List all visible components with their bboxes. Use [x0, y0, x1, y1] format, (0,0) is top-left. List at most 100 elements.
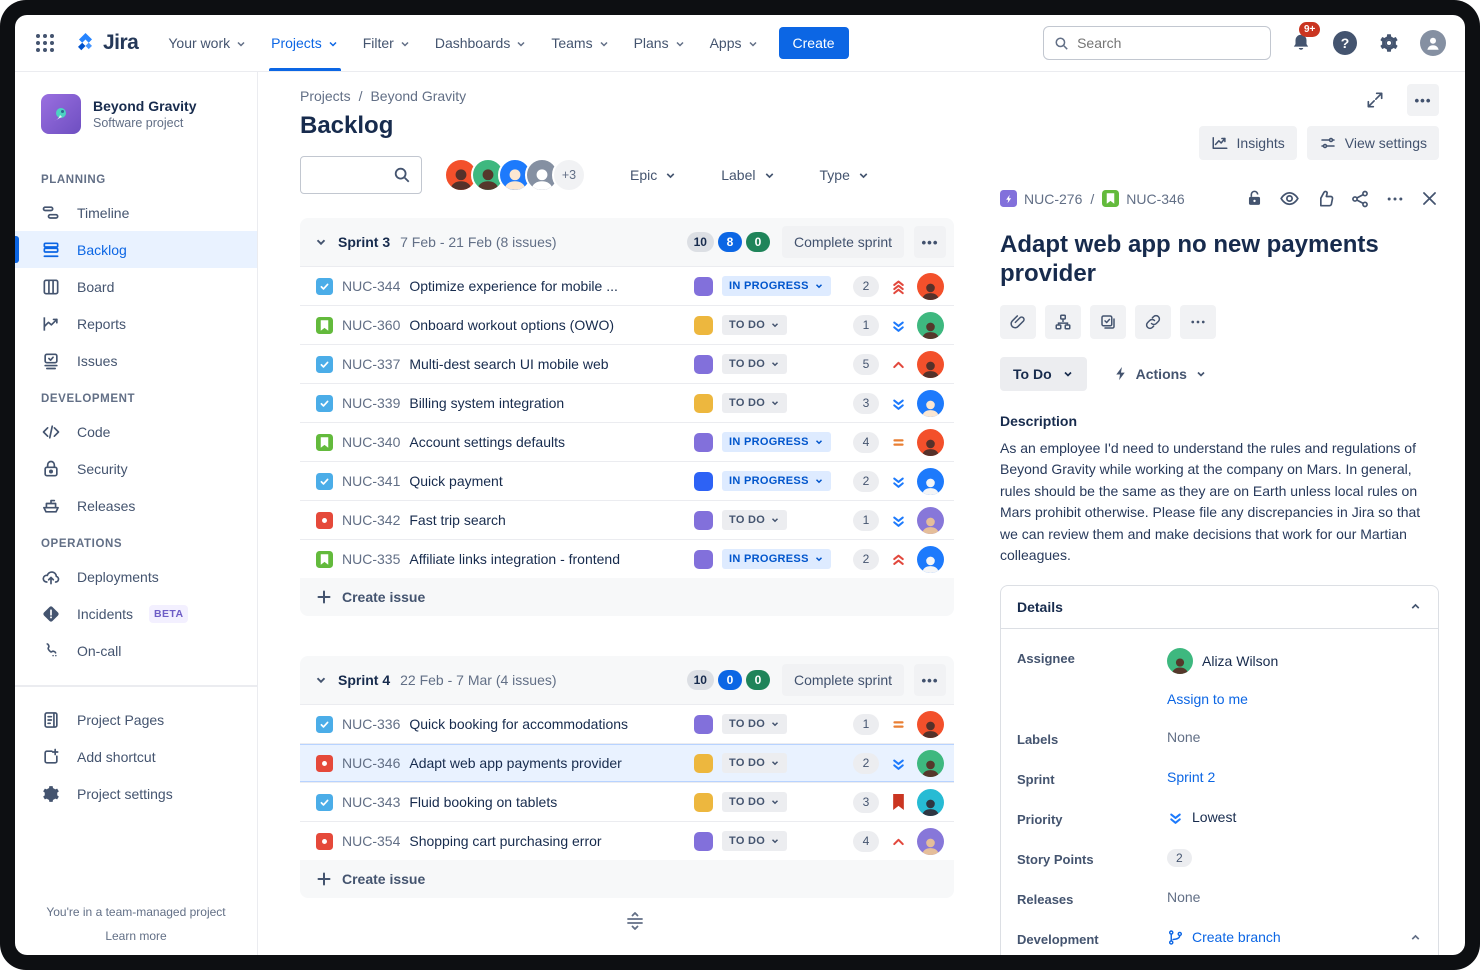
attach-icon[interactable]	[1000, 304, 1036, 339]
assignee-avatar[interactable]	[917, 311, 944, 339]
status-dropdown[interactable]: TO DO	[722, 753, 788, 773]
nav-plans[interactable]: Plans	[622, 15, 698, 71]
priority-value[interactable]: Lowest	[1167, 809, 1422, 826]
complete-sprint-button[interactable]: Complete sprint	[781, 226, 904, 258]
status-dropdown[interactable]: TO DO	[722, 714, 788, 734]
close-icon[interactable]	[1420, 189, 1439, 208]
sidebar-item-code[interactable]: Code	[15, 413, 257, 450]
assignee-avatar[interactable]	[917, 389, 944, 417]
issue-row[interactable]: NUC-336 Quick booking for accommodations…	[300, 704, 954, 743]
issue-row[interactable]: NUC-341 Quick payment IN PROGRESS 2	[300, 461, 954, 500]
sprint-name[interactable]: Sprint 3	[338, 234, 391, 250]
breadcrumb-project-name[interactable]: Beyond Gravity	[370, 88, 467, 104]
expand-icon[interactable]	[1359, 84, 1391, 116]
learn-more-link[interactable]: Learn more	[105, 929, 167, 943]
epic-color-chip[interactable]	[694, 714, 713, 734]
status-dropdown[interactable]: TO DO	[722, 792, 788, 812]
global-search[interactable]	[1043, 26, 1271, 60]
watch-eye-icon[interactable]	[1279, 188, 1300, 209]
epic-color-chip[interactable]	[694, 393, 713, 413]
collapse-chevron-icon[interactable]	[314, 673, 328, 687]
assignee-avatar[interactable]	[917, 428, 944, 456]
app-switcher-icon[interactable]	[29, 27, 61, 59]
details-header[interactable]: Details	[1001, 586, 1438, 629]
nav-teams[interactable]: Teams	[539, 15, 621, 71]
issue-row[interactable]: NUC-354 Shopping cart purchasing error T…	[300, 821, 954, 860]
assignee-avatar[interactable]	[917, 545, 944, 573]
sidebar-item-releases[interactable]: Releases	[15, 487, 257, 524]
sidebar-item-project-pages[interactable]: Project Pages	[15, 701, 257, 738]
page-more-button[interactable]: •••	[1407, 84, 1439, 116]
create-issue-button[interactable]: Create issue	[300, 578, 954, 616]
notifications-bell-icon[interactable]: 9+	[1287, 22, 1321, 57]
help-icon[interactable]: ?	[1331, 29, 1359, 57]
assignee-avatar-stack[interactable]: +3	[444, 158, 586, 192]
issue-row[interactable]: NUC-335 Affiliate links integration - fr…	[300, 539, 954, 578]
status-dropdown[interactable]: IN PROGRESS	[722, 549, 831, 569]
search-input[interactable]	[1077, 35, 1260, 51]
complete-sprint-button[interactable]: Complete sprint	[781, 664, 904, 696]
status-dropdown[interactable]: TO DO	[722, 831, 788, 851]
backlog-search[interactable]	[300, 156, 422, 194]
sprint-more-button[interactable]: •••	[914, 226, 946, 258]
epic-color-chip[interactable]	[694, 549, 713, 569]
issue-row[interactable]: NUC-360 Onboard workout options (OWO) TO…	[300, 305, 954, 344]
more-actions-icon[interactable]	[1180, 304, 1216, 339]
description-text[interactable]: As an employee I'd need to understand th…	[1000, 439, 1421, 564]
issue-row[interactable]: NUC-342 Fast trip search TO DO 1	[300, 500, 954, 539]
issue-row[interactable]: NUC-339 Billing system integration TO DO…	[300, 383, 954, 422]
releases-value[interactable]: None	[1167, 888, 1201, 905]
status-dropdown[interactable]: TO DO	[722, 354, 788, 374]
actions-dropdown[interactable]: Actions	[1113, 366, 1207, 382]
breadcrumb-projects[interactable]: Projects	[300, 88, 351, 104]
sidebar-item-issues[interactable]: Issues	[15, 342, 257, 379]
epic-color-chip[interactable]	[694, 792, 713, 812]
collapse-chevron-icon[interactable]	[314, 235, 328, 249]
sidebar-item-security[interactable]: Security	[15, 450, 257, 487]
create-issue-button[interactable]: Create issue	[300, 860, 954, 898]
nav-apps[interactable]: Apps	[698, 15, 771, 71]
epic-color-chip[interactable]	[694, 510, 713, 530]
labels-value[interactable]: None	[1167, 728, 1201, 745]
status-dropdown[interactable]: IN PROGRESS	[722, 276, 831, 296]
sidebar-item-deployments[interactable]: Deployments	[15, 558, 257, 595]
epic-color-chip[interactable]	[694, 315, 713, 335]
epic-color-chip[interactable]	[694, 432, 713, 452]
settings-gear-icon[interactable]	[1375, 29, 1403, 57]
avatar-overflow-count[interactable]: +3	[552, 158, 586, 192]
status-dropdown[interactable]: TO DO	[722, 393, 788, 413]
sidebar-item-on-call[interactable]: On-call	[15, 632, 257, 669]
assignee-avatar[interactable]	[917, 467, 944, 495]
current-issue-key[interactable]: NUC-346	[1126, 190, 1185, 207]
nav-projects[interactable]: Projects	[259, 15, 351, 71]
lock-icon[interactable]	[1245, 189, 1264, 208]
assignee-name[interactable]: Aliza Wilson	[1202, 652, 1279, 669]
chevron-up-icon[interactable]	[1409, 931, 1422, 944]
jira-logo[interactable]: Jira	[73, 31, 139, 55]
assignee-avatar[interactable]	[917, 506, 944, 534]
issue-row[interactable]: NUC-337 Multi-dest search UI mobile web …	[300, 344, 954, 383]
issue-title[interactable]: Adapt web app no new payments provider	[1000, 231, 1379, 287]
epic-color-chip[interactable]	[694, 276, 713, 296]
sidebar-item-board[interactable]: Board	[15, 268, 257, 305]
assignee-avatar[interactable]	[917, 272, 944, 300]
thumbs-up-icon[interactable]	[1315, 189, 1335, 209]
sidebar-item-incidents[interactable]: Incidents BETA	[15, 595, 257, 632]
assignee-avatar[interactable]	[1167, 647, 1193, 674]
status-dropdown[interactable]: TO DO	[722, 315, 788, 335]
assignee-avatar[interactable]	[917, 710, 944, 738]
assign-to-me-link[interactable]: Assign to me	[1167, 690, 1248, 707]
create-button[interactable]: Create	[778, 27, 849, 59]
sidebar-item-reports[interactable]: Reports	[15, 305, 257, 342]
view-settings-button[interactable]: View settings	[1306, 126, 1439, 160]
epic-filter-dropdown[interactable]: Epic	[630, 167, 677, 183]
assignee-avatar[interactable]	[917, 350, 944, 378]
nav-filter[interactable]: Filter	[351, 15, 423, 71]
user-avatar[interactable]	[1419, 29, 1447, 57]
sidebar-item-project-settings[interactable]: Project settings	[15, 775, 257, 812]
resize-handle-icon[interactable]	[625, 912, 645, 930]
issue-row[interactable]: NUC-343 Fluid booking on tablets TO DO 3	[300, 782, 954, 821]
status-dropdown[interactable]: To Do	[1000, 356, 1087, 391]
status-dropdown[interactable]: IN PROGRESS	[722, 432, 831, 452]
issue-row-selected[interactable]: NUC-346 Adapt web app payments provider …	[300, 743, 954, 782]
